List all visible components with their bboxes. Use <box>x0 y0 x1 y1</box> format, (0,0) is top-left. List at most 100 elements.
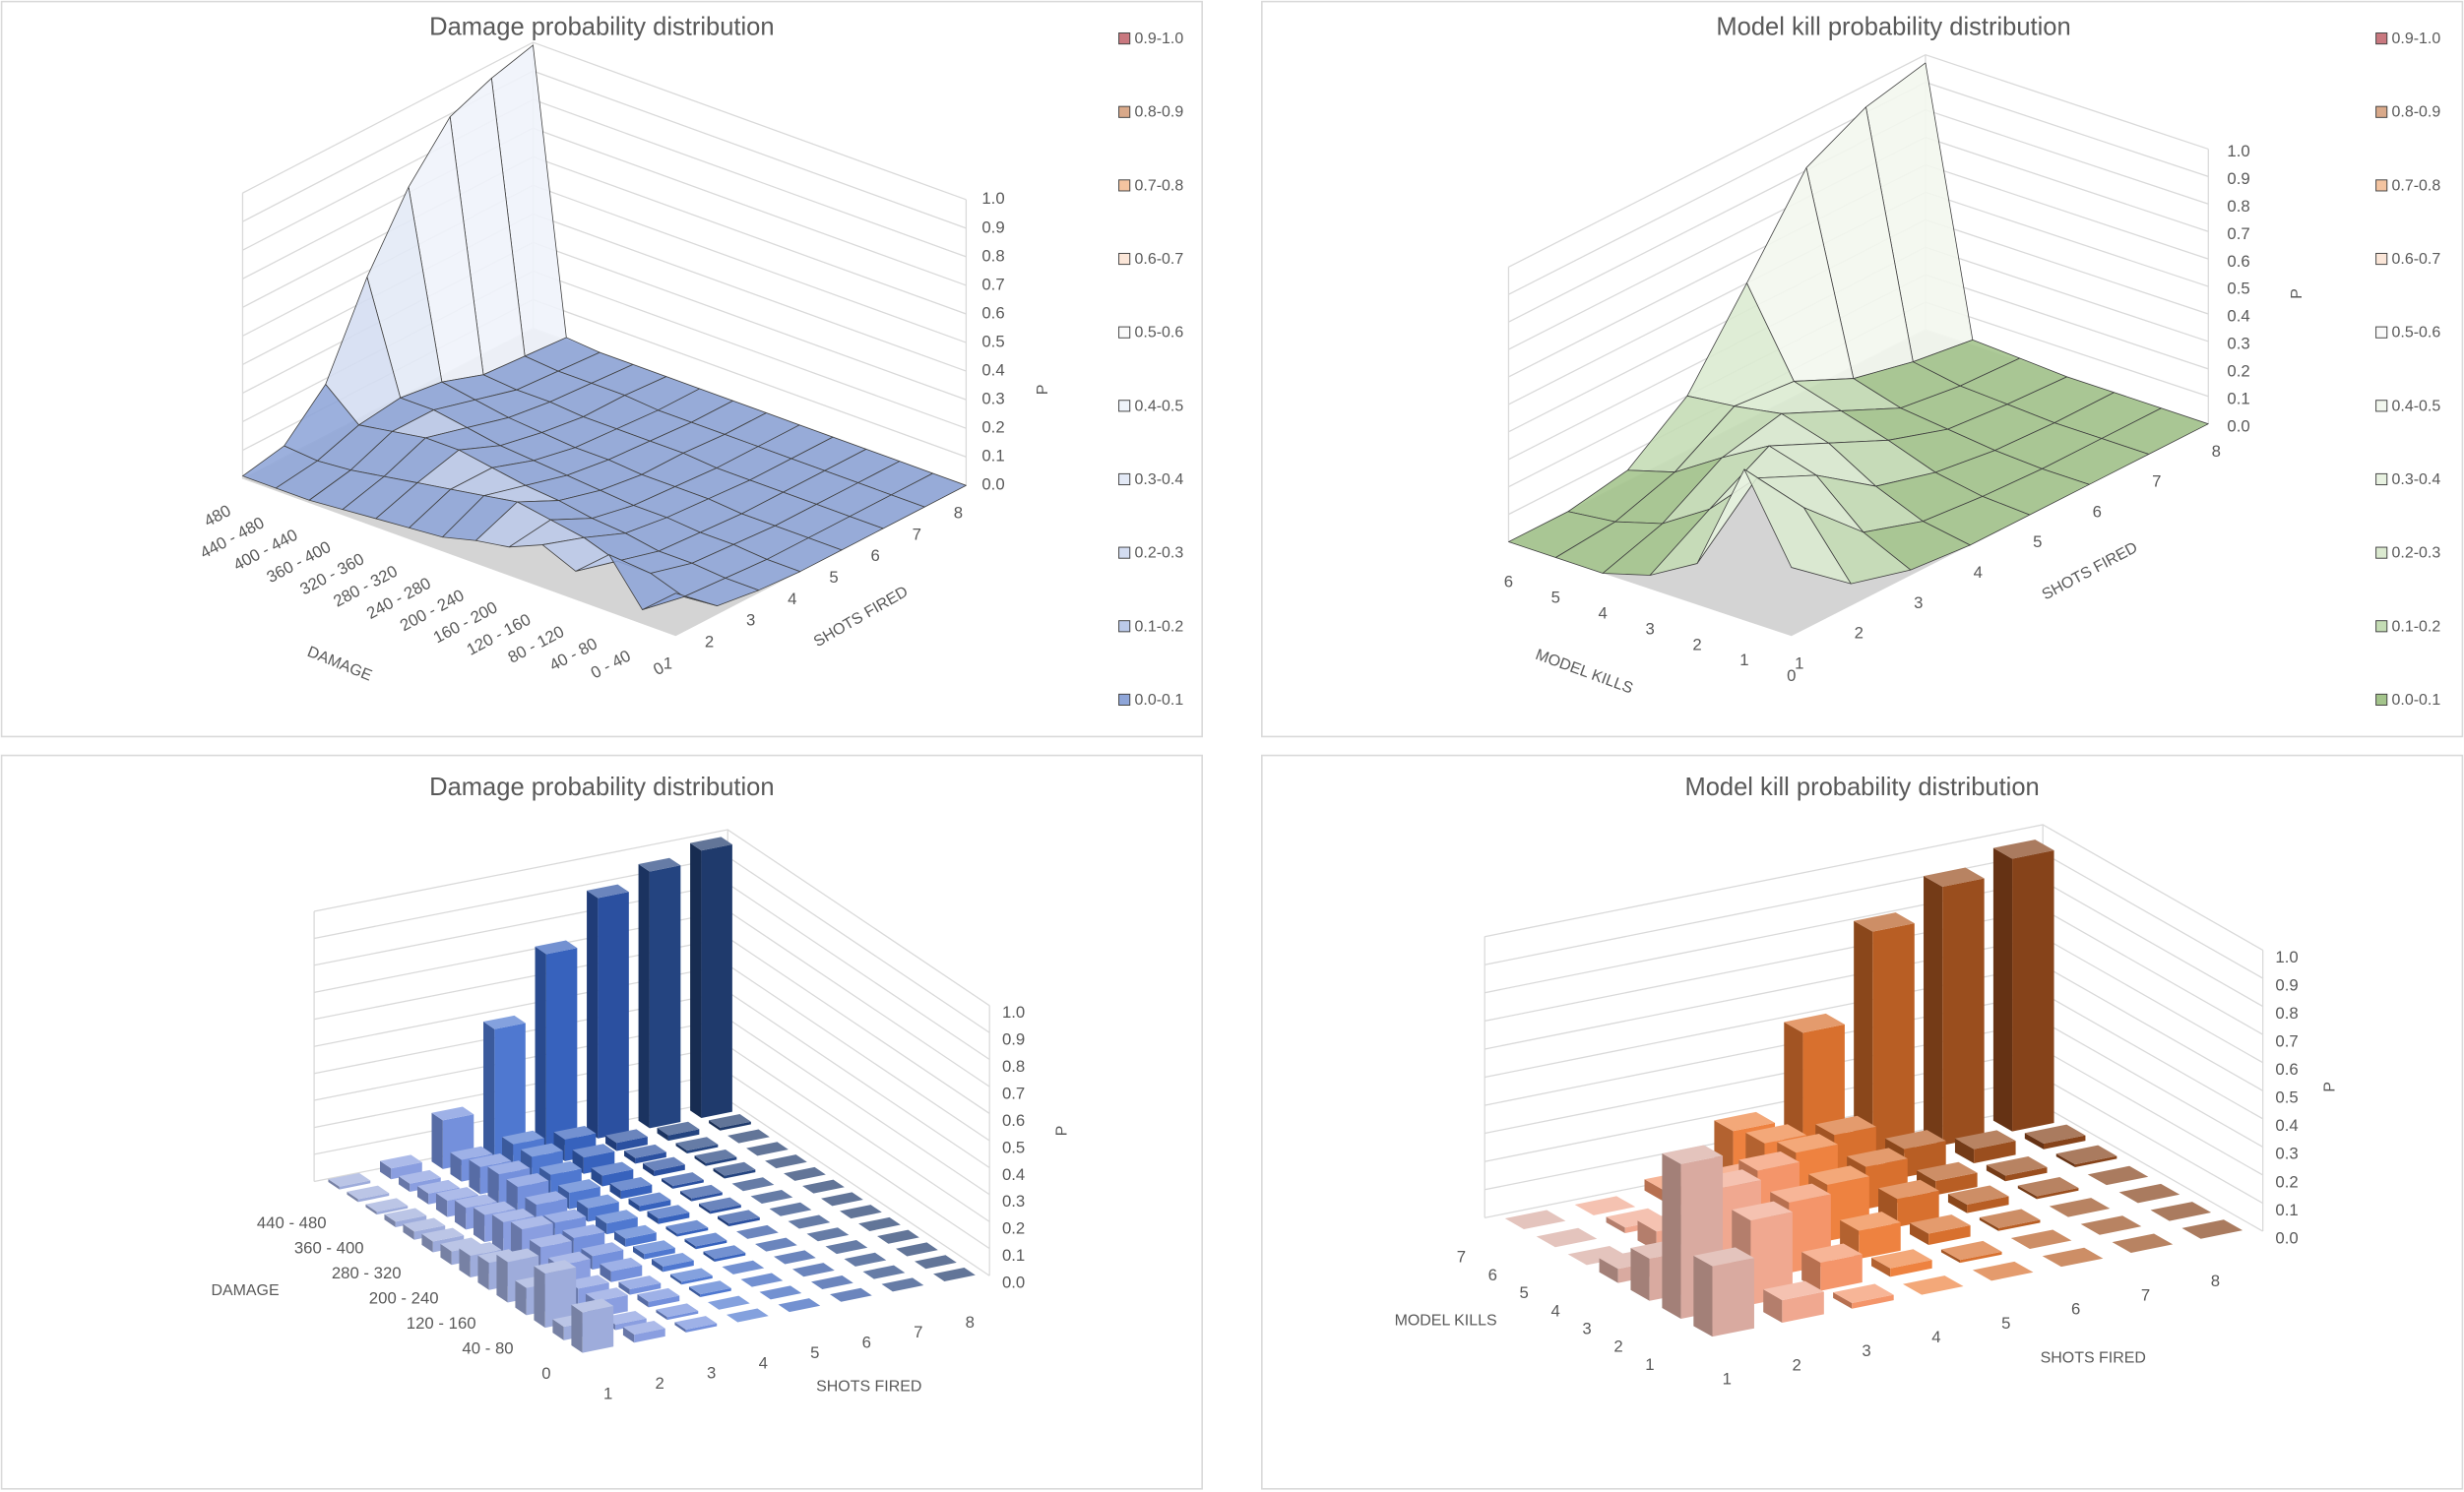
x-tick-label: 1 <box>663 653 672 672</box>
x-tick-label: 2 <box>656 1374 664 1393</box>
bar-face <box>647 1211 659 1224</box>
bar-face <box>491 1214 504 1255</box>
bar-face <box>431 1112 443 1169</box>
bar-face <box>379 1160 392 1180</box>
bar-face <box>690 837 732 851</box>
bar <box>1536 1227 1598 1248</box>
bar-face <box>1854 912 1915 932</box>
bar <box>811 1274 853 1289</box>
bar-face <box>727 1129 770 1144</box>
bar-face <box>2043 1135 2086 1150</box>
bar-face <box>582 1306 614 1353</box>
y-tick-label: 1 <box>1645 1355 1654 1374</box>
legend-text: 0.3-0.4 <box>2392 471 2441 488</box>
bar <box>825 1240 868 1255</box>
bar-face <box>1871 1257 1891 1277</box>
bar <box>769 1202 812 1216</box>
bar-face <box>2036 1188 2079 1200</box>
z-tick-label: 1.0 <box>981 189 1004 208</box>
legend-swatch <box>1118 546 1131 559</box>
bar-face <box>680 1191 692 1202</box>
bar <box>534 1260 577 1329</box>
bar-face <box>694 1155 706 1166</box>
bar-face <box>421 1233 433 1253</box>
x-tick-label: 5 <box>2001 1314 2010 1333</box>
bar-face <box>431 1106 474 1121</box>
z-tick-label: 0.7 <box>2227 224 2249 243</box>
bar-face <box>701 844 732 1119</box>
bar-face <box>521 1143 563 1157</box>
bar <box>2087 1165 2149 1186</box>
bar-face <box>1815 1115 1876 1136</box>
bar-face <box>657 1127 668 1142</box>
x-tick-label: 8 <box>954 503 963 522</box>
bar-face <box>566 1274 609 1289</box>
bar-face <box>1606 1216 1625 1234</box>
bar <box>675 1137 719 1153</box>
z-tick-label: 0.6 <box>981 303 1004 322</box>
y-tick-label: 4 <box>1550 1301 1559 1320</box>
bar-face <box>535 946 546 1150</box>
bar-face <box>1947 1194 1968 1213</box>
bar-face <box>691 1192 723 1202</box>
bar-face <box>625 1232 657 1247</box>
z-tick-label: 0.3 <box>2275 1145 2298 1163</box>
x-tick-label: 6 <box>2071 1300 2080 1319</box>
bar-face <box>811 1274 853 1289</box>
bar <box>657 1121 700 1142</box>
legend-swatch <box>1118 179 1131 192</box>
bar <box>628 1192 671 1212</box>
x-tick-label: 3 <box>1914 593 1923 612</box>
x-tick-label: 8 <box>2211 1272 2220 1290</box>
z-tick-label: 0.5 <box>1002 1138 1025 1156</box>
bar-face <box>2055 1145 2117 1165</box>
bar-face <box>1644 1179 1664 1202</box>
surface-patch <box>1743 468 1852 585</box>
bar-face <box>416 1179 460 1194</box>
y-tick-label: 2 <box>1692 635 1701 653</box>
bar-face <box>714 1252 746 1263</box>
bar <box>647 1205 690 1224</box>
legend-text: 0.6-0.7 <box>2392 251 2441 268</box>
legend-swatch <box>2375 693 2388 706</box>
z-tick-label: 0.5 <box>2227 280 2249 298</box>
bar-face <box>649 865 681 1129</box>
bar-face <box>440 1243 452 1266</box>
bar-face <box>2074 1155 2117 1167</box>
bar-face <box>1935 1172 1978 1196</box>
bar-face <box>681 1275 713 1285</box>
surface-patch <box>642 592 718 610</box>
bar-face <box>1662 1145 1724 1164</box>
bar-face <box>695 1240 727 1250</box>
bar-face <box>2150 1202 2212 1221</box>
bar-face <box>684 1232 727 1247</box>
bar-face <box>736 1224 779 1239</box>
bar-face <box>877 1229 919 1244</box>
legend-swatch <box>1118 620 1131 633</box>
bar-face <box>1732 1201 1793 1221</box>
bar <box>755 1237 797 1252</box>
bar <box>690 837 732 1119</box>
bar-face <box>840 1205 882 1219</box>
bar-face <box>632 1246 645 1260</box>
y-tick-label: 5 <box>1520 1283 1529 1302</box>
bar-face <box>416 1186 429 1205</box>
z-tick-label: 0.1 <box>2227 389 2249 407</box>
bar-face <box>525 1191 568 1206</box>
bar <box>774 1250 816 1265</box>
bar-face <box>605 1129 648 1144</box>
bar <box>718 1210 760 1227</box>
bar-face <box>675 1143 687 1153</box>
bar <box>2049 1198 2111 1217</box>
z-tick-label: 0.0 <box>981 475 1004 494</box>
bar-face <box>1745 1124 1806 1144</box>
bar <box>1763 1280 1824 1323</box>
bar-face <box>2042 1247 2104 1268</box>
bar-face <box>1974 1141 2016 1164</box>
bar <box>792 1263 835 1277</box>
bar-face <box>802 1179 845 1194</box>
bar <box>535 940 578 1150</box>
bar-face <box>705 1156 737 1166</box>
bar-face <box>1942 878 1985 1146</box>
